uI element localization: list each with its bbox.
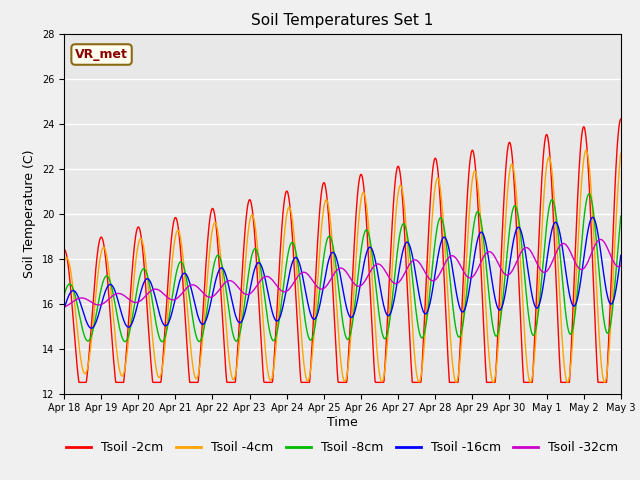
Tsoil -2cm: [60, 247, 68, 252]
Line: Tsoil -2cm: Tsoil -2cm: [64, 119, 621, 383]
Tsoil -8cm: [502, 264, 509, 270]
Tsoil -4cm: [527, 380, 534, 385]
Tsoil -4cm: [582, 147, 590, 153]
Tsoil -8cm: [159, 339, 166, 345]
Tsoil -32cm: [429, 278, 436, 284]
Tsoil -8cm: [184, 287, 192, 292]
Line: Tsoil -32cm: Tsoil -32cm: [64, 240, 621, 307]
X-axis label: Time: Time: [327, 416, 358, 429]
Tsoil -32cm: [551, 253, 559, 259]
Tsoil -2cm: [76, 380, 83, 385]
Tsoil -8cm: [60, 293, 68, 299]
Tsoil -8cm: [171, 279, 179, 285]
Tsoil -2cm: [502, 165, 509, 170]
Tsoil -2cm: [429, 164, 437, 169]
Tsoil -8cm: [551, 206, 559, 212]
Tsoil -4cm: [184, 311, 191, 317]
Tsoil -4cm: [502, 218, 509, 224]
Tsoil -4cm: [551, 208, 559, 214]
Tsoil -32cm: [184, 284, 191, 290]
Tsoil -32cm: [170, 297, 178, 302]
Tsoil -4cm: [60, 260, 68, 266]
Line: Tsoil -4cm: Tsoil -4cm: [64, 150, 621, 383]
Tsoil -16cm: [246, 284, 254, 289]
Tsoil -2cm: [246, 198, 254, 204]
Tsoil -32cm: [617, 263, 625, 268]
Tsoil -16cm: [502, 287, 509, 293]
Tsoil -16cm: [551, 219, 559, 225]
Tsoil -16cm: [184, 276, 192, 281]
Tsoil -32cm: [502, 272, 509, 277]
Legend: Tsoil -2cm, Tsoil -4cm, Tsoil -8cm, Tsoil -16cm, Tsoil -32cm: Tsoil -2cm, Tsoil -4cm, Tsoil -8cm, Tsoi…: [61, 436, 623, 459]
Tsoil -16cm: [171, 299, 179, 304]
Tsoil -16cm: [88, 325, 95, 331]
Tsoil -16cm: [617, 252, 625, 258]
Tsoil -8cm: [585, 191, 593, 197]
Tsoil -16cm: [589, 215, 596, 220]
Tsoil -4cm: [429, 208, 436, 214]
Line: Tsoil -16cm: Tsoil -16cm: [64, 217, 621, 328]
Y-axis label: Soil Temperature (C): Soil Temperature (C): [23, 149, 36, 278]
Tsoil -16cm: [60, 306, 68, 312]
Tsoil -16cm: [429, 284, 437, 289]
Tsoil -8cm: [246, 259, 254, 264]
Text: VR_met: VR_met: [75, 48, 128, 61]
Tsoil -4cm: [170, 240, 178, 246]
Tsoil -4cm: [617, 150, 625, 156]
Title: Soil Temperatures Set 1: Soil Temperatures Set 1: [252, 13, 433, 28]
Tsoil -32cm: [60, 304, 68, 310]
Tsoil -32cm: [246, 291, 254, 297]
Tsoil -2cm: [171, 216, 179, 221]
Tsoil -2cm: [617, 116, 625, 122]
Tsoil -4cm: [246, 216, 254, 222]
Tsoil -32cm: [597, 237, 605, 242]
Tsoil -8cm: [429, 257, 437, 263]
Tsoil -2cm: [551, 253, 559, 259]
Tsoil -2cm: [184, 361, 192, 367]
Line: Tsoil -8cm: Tsoil -8cm: [64, 194, 621, 342]
Tsoil -8cm: [617, 213, 625, 219]
